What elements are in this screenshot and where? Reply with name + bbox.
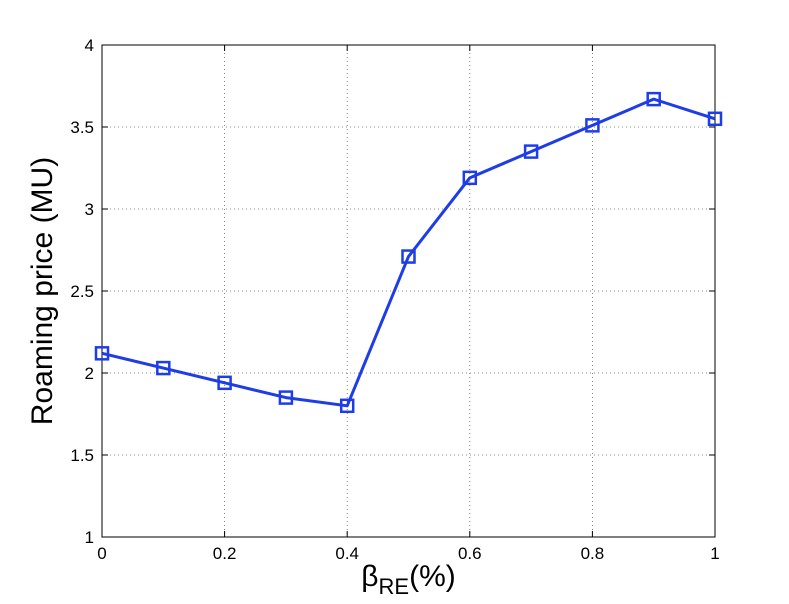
data-point-marker (707, 111, 723, 127)
grid (102, 45, 715, 537)
y-tick-label: 1 (85, 528, 94, 547)
y-tick-label: 3 (85, 200, 94, 219)
y-tick-label: 4 (85, 36, 94, 55)
data-point-marker (339, 398, 355, 414)
y-tick-label: 2 (85, 364, 94, 383)
axis-ticks: 0 0.2 0.4 0.6 0.8 1 1 1.5 2 2.5 3 3.5 4 (70, 36, 719, 563)
x-tick-label: 1 (710, 544, 719, 563)
y-tick-label: 3.5 (70, 118, 94, 137)
series-line (101, 97, 716, 408)
x-tick-label: 0.8 (581, 544, 605, 563)
data-point-marker (156, 360, 171, 376)
y-tick-label: 1.5 (70, 446, 94, 465)
plot-area-frame (101, 44, 716, 538)
x-tick-label: 0.6 (458, 544, 482, 563)
x-tick-label: 0 (97, 544, 106, 563)
data-point-marker (646, 91, 661, 107)
data-point-marker (401, 249, 416, 264)
data-point-marker (278, 390, 294, 405)
x-axis-label: βRE(%) (361, 560, 455, 599)
series-layer (94, 91, 723, 414)
x-axis-label-sub: RE (379, 574, 410, 599)
data-point-marker (462, 170, 478, 186)
data-point-marker (523, 144, 539, 159)
data-point-marker (94, 346, 110, 361)
data-point-marker (585, 118, 600, 133)
y-axis-label: Roaming price (MU) (26, 157, 59, 425)
y-tick-label: 2.5 (70, 282, 94, 301)
x-tick-label: 0.4 (335, 544, 359, 563)
x-axis-label-suffix: (%) (409, 560, 456, 593)
x-axis-label-main: β (361, 560, 378, 593)
x-tick-label: 0.2 (213, 544, 237, 563)
data-point-marker (217, 375, 232, 391)
